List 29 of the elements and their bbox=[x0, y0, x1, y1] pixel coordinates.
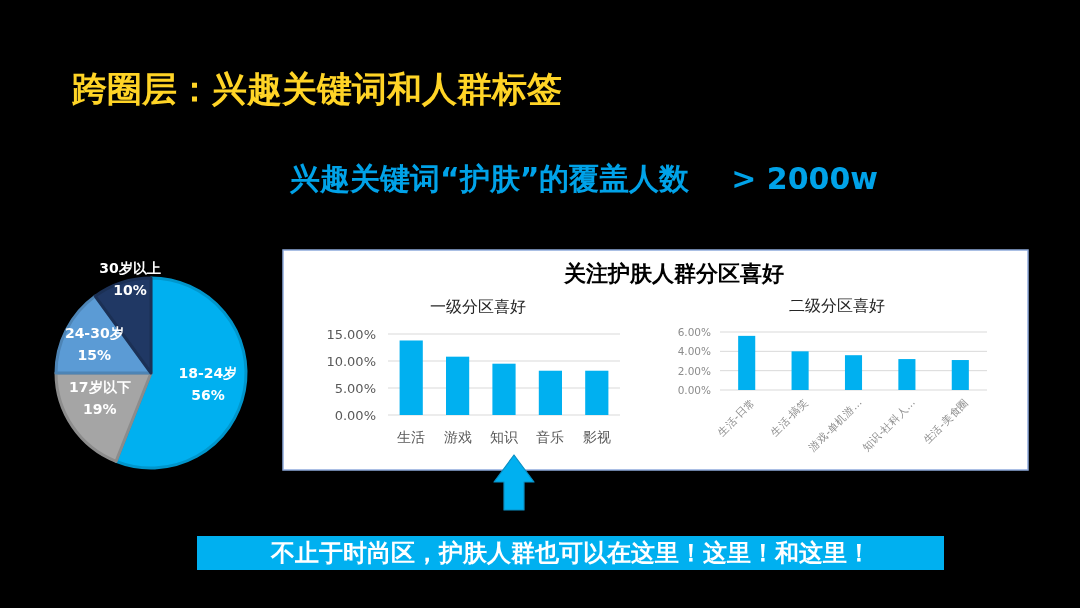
xtick: 生活 bbox=[397, 429, 426, 445]
slice-label: 18-24岁 bbox=[178, 364, 238, 381]
ytick: 10.00% bbox=[326, 353, 376, 369]
xtick: 影视 bbox=[582, 429, 611, 445]
xtick: 音乐 bbox=[536, 429, 565, 445]
title: 跨圈层：兴趣关键词和人群标签 bbox=[72, 69, 562, 109]
xtick: 知识 bbox=[490, 429, 518, 445]
ytick: 0.00% bbox=[677, 384, 711, 396]
slice-label: 24-30岁 bbox=[64, 325, 124, 342]
xtick: 游戏 bbox=[443, 429, 472, 445]
xtick: 生活-日常 bbox=[714, 395, 757, 439]
slice-label: 30岁以上 bbox=[99, 260, 161, 277]
value-label: 10% bbox=[113, 282, 147, 299]
value-label: 56% bbox=[191, 386, 225, 403]
slice-label: 17岁以下 bbox=[69, 379, 131, 396]
xtick: 生活-美食圈 bbox=[920, 395, 971, 446]
ytick: 0.00% bbox=[334, 407, 376, 423]
ytick: 6.00% bbox=[677, 326, 711, 338]
ytick: 5.00% bbox=[334, 380, 376, 396]
value-label: 19% bbox=[83, 401, 117, 418]
ytick: 15.00% bbox=[326, 326, 376, 342]
value-label: 15% bbox=[77, 347, 112, 364]
subtitle: 兴趣关键词“护肤”的覆盖人数 > 2000w bbox=[290, 160, 878, 196]
ytick: 4.00% bbox=[677, 345, 711, 358]
title: 二级分区喜好 bbox=[789, 295, 885, 315]
title: 关注护肤人群分区喜好 bbox=[564, 260, 784, 286]
ytick: 2.00% bbox=[677, 364, 711, 377]
annotation: 不止于时尚区，护肤人群也可以在这里！这里！和这里！ bbox=[270, 539, 871, 567]
subtitle: 一级分区喜好 bbox=[430, 296, 526, 316]
